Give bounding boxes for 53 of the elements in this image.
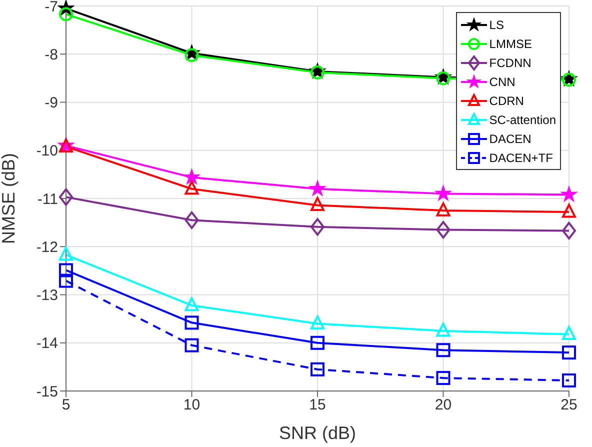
y-tick-label: -12 xyxy=(36,238,58,256)
legend-label: LMMSE xyxy=(489,36,532,50)
point xyxy=(59,246,73,261)
point xyxy=(184,211,199,229)
point xyxy=(310,362,324,376)
y-tick-label: -8 xyxy=(44,46,58,64)
point xyxy=(435,185,452,200)
y-axis-title: NMSE (dB) xyxy=(0,152,18,244)
legend-label: DACEN+TF xyxy=(489,150,553,164)
point xyxy=(310,180,326,196)
point xyxy=(310,218,324,236)
legend-label: SC-attention xyxy=(489,112,556,126)
x-tick-label: 10 xyxy=(183,396,200,414)
point xyxy=(59,188,73,206)
y-tick-label: -13 xyxy=(36,287,58,304)
y-tick-label: -15 xyxy=(36,383,58,400)
legend-label: FCDNN xyxy=(489,56,532,70)
point xyxy=(184,48,199,62)
x-axis-title: SNR (dB) xyxy=(278,423,356,443)
point xyxy=(184,338,199,352)
legend-label: CDRN xyxy=(489,94,524,108)
point xyxy=(184,169,200,184)
y-tick-label: -9 xyxy=(44,94,58,112)
y-tick-label: -11 xyxy=(37,190,58,208)
point xyxy=(562,222,576,240)
y-tick-label: -10 xyxy=(36,142,58,160)
y-tick-label: -14 xyxy=(36,335,58,352)
y-tick-label: -7 xyxy=(44,0,58,16)
point xyxy=(436,343,450,358)
point xyxy=(184,180,199,195)
legend-label: LS xyxy=(489,18,504,32)
point xyxy=(562,373,576,388)
point xyxy=(436,220,450,239)
legend-label: DACEN xyxy=(489,132,532,146)
x-tick-label: 20 xyxy=(434,396,452,414)
x-tick-label: 25 xyxy=(560,396,578,414)
point xyxy=(436,322,450,337)
point xyxy=(184,297,199,312)
point xyxy=(562,326,576,340)
point xyxy=(59,274,73,288)
point xyxy=(310,336,324,350)
x-tick-label: 15 xyxy=(309,396,326,414)
point xyxy=(310,197,324,212)
point xyxy=(59,263,73,278)
point xyxy=(562,204,576,218)
point xyxy=(184,316,199,330)
point xyxy=(436,371,450,386)
point xyxy=(561,186,577,202)
x-tick-label: 5 xyxy=(62,396,70,414)
point xyxy=(310,315,324,330)
point xyxy=(562,346,576,360)
legend-label: CNN xyxy=(489,74,516,88)
point xyxy=(436,202,450,216)
